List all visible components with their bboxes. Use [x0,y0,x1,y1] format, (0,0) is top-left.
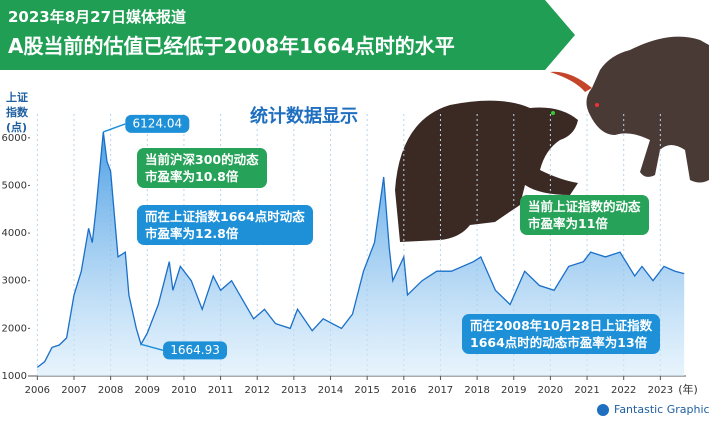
y-tick-label: 4000 [2,228,27,239]
x-tick-label: 2013 [281,385,306,396]
x-tick-label: 2018 [464,385,489,396]
callout-line: 当前上证指数的动态 [528,199,641,214]
x-tick-label: 2008 [98,385,123,396]
value-label-box [163,341,228,360]
x-tick-label: 2017 [428,385,453,396]
x-tick-label: 2015 [354,385,379,396]
y-tick-label: 1000 [2,371,27,382]
callout-line: 当前沪深300的动态 [145,152,259,167]
y-tick-label: 6000 [2,133,27,144]
y-label-line: 上证 [6,91,28,104]
x-unit: (年) [678,382,698,396]
x-tick-label: 2011 [208,385,233,396]
x-tick-label: 2021 [574,385,599,396]
x-tick-label: 2007 [61,385,86,396]
callout-pointer [140,343,164,352]
x-tick-label: 2010 [171,385,196,396]
title-banner [0,0,575,70]
callout: 而在上证指数1664点时动态 市盈率为12.8倍 [137,205,313,245]
x-tick-label: 2014 [318,385,343,396]
x-tick-label: 2012 [244,385,269,396]
x-tick-label: 2009 [135,385,160,396]
callout-line: 而在上证指数1664点时动态 [145,209,305,224]
x-tick-label: 2022 [611,385,636,396]
callout: 而在2008年10月28日上证指数 1664点时的动态市盈率为13倍 [462,314,661,354]
y-label-line: 指数 [6,106,28,119]
value-label-box [125,114,190,133]
y-tick-label: 2000 [2,323,27,334]
title-line: 2023年8月27日媒体报道 [8,8,187,26]
callout: 当前沪深300的动态 市盈率为10.8倍 [137,148,267,188]
bull [550,36,709,183]
x-tick-label: 2019 [501,385,526,396]
value-label: 6124.04 [132,116,182,130]
callout-line: 1664点时的动态市盈率为13倍 [470,335,648,350]
y-tick-label: 5000 [2,180,27,191]
x-tick-label: 2020 [538,385,563,396]
callout: 当前上证指数的动态 市盈率为11倍 [520,195,649,235]
logo-icon [597,404,609,416]
x-tick-label: 2006 [25,385,50,396]
x-tick-label: 2023 [648,385,673,396]
callout-line: 市盈率为10.8倍 [145,169,239,184]
y-label-line: (点) [6,121,28,134]
callout-pointer [103,123,126,133]
x-tick-label: 2016 [391,385,416,396]
callout-line: 市盈率为11倍 [528,216,608,231]
logo: Fantastic Graphics [614,403,709,416]
line [36,131,685,368]
y-axis-label: 上证指数 (点) [6,90,28,135]
callout-line: 市盈率为12.8倍 [145,226,239,241]
callout-line: 而在2008年10月28日上证指数 [470,318,653,333]
title-line: A股当前的估值已经低于2008年1664点时的水平 [8,34,455,58]
y-tick-label: 3000 [2,276,27,287]
value-label: 1664.93 [170,343,220,357]
subtitle: 统计数据显示 [250,105,358,127]
